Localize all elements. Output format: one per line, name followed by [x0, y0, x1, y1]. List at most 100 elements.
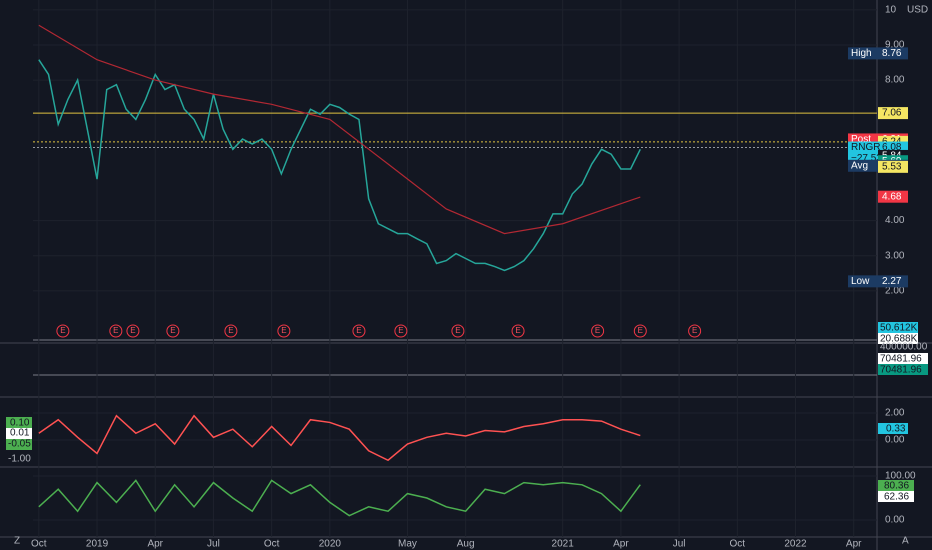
- price-name: Post: [851, 134, 871, 145]
- currency: USD: [907, 5, 928, 16]
- label-box: [878, 491, 914, 502]
- price-label: 4.68: [882, 191, 902, 202]
- y-tick-label: 2.00: [885, 408, 905, 419]
- earnings-marker: [394, 324, 408, 338]
- label-box: [878, 333, 918, 344]
- earnings-marker: [224, 324, 238, 338]
- label-box: [878, 353, 928, 364]
- earnings-marker: [166, 324, 180, 338]
- x-tick-label: Jul: [673, 539, 686, 550]
- earnings-marker: [277, 324, 291, 338]
- earnings-marker: [126, 324, 140, 338]
- earnings-label: E: [455, 326, 460, 335]
- y-tick-label: 0.00: [885, 515, 905, 526]
- x-tick-label: Aug: [457, 539, 475, 550]
- series-line: [38, 24, 641, 235]
- x-tick-label: May: [398, 539, 417, 550]
- price-change-box: [848, 152, 894, 164]
- y-tick-label: 8.00: [885, 75, 905, 86]
- x-tick-label: Apr: [147, 539, 163, 550]
- x-tick-label: 2020: [319, 539, 342, 550]
- earnings-marker: [56, 324, 70, 338]
- x-tick-label: 2021: [552, 539, 575, 550]
- earnings-label: E: [60, 326, 65, 335]
- label-box: [6, 428, 32, 439]
- price-name: Avg: [851, 160, 868, 171]
- label-box: [878, 480, 914, 491]
- price-label: 7.06: [882, 108, 902, 119]
- momentum-label: -1.00: [8, 454, 31, 465]
- price-change: −27.53%: [851, 153, 891, 164]
- price-label-box: [878, 190, 908, 203]
- earnings-label: E: [692, 326, 697, 335]
- corner-label: Z: [14, 536, 20, 547]
- earnings-label: E: [130, 326, 135, 335]
- flow-label: 70481.96: [880, 365, 922, 376]
- price-label: 6.08: [882, 142, 902, 153]
- label-box: [6, 417, 32, 428]
- flow-label: 70481.96: [880, 354, 922, 365]
- x-tick-label: 2022: [784, 539, 807, 550]
- price-name: Low: [851, 276, 870, 287]
- earnings-marker: [591, 324, 605, 338]
- y-tick-label: 100.00: [885, 471, 916, 482]
- volume-label: 50.612K: [880, 323, 918, 334]
- price-name: RNGR: [851, 142, 880, 153]
- volume-label: 20.688K: [880, 334, 918, 345]
- y-tick-label: 3.00: [885, 250, 905, 261]
- price-label: 8.76: [882, 48, 902, 59]
- earnings-label: E: [398, 326, 403, 335]
- price-label: 2.27: [882, 276, 902, 287]
- series-line: [38, 414, 641, 462]
- y-tick-label: 9.00: [885, 40, 905, 51]
- label-box: [878, 322, 918, 333]
- x-tick-label: Jul: [207, 539, 220, 550]
- earnings-label: E: [515, 326, 520, 335]
- earnings-label: E: [356, 326, 361, 335]
- price-label-box: [878, 275, 908, 288]
- earnings-marker: [688, 324, 702, 338]
- earnings-label: E: [281, 326, 286, 335]
- price-name-box: [848, 275, 878, 288]
- x-tick-label: Oct: [31, 539, 47, 550]
- stoch-label: 80.36: [884, 481, 909, 492]
- label-box: [6, 439, 32, 450]
- label-box: [878, 364, 928, 375]
- price-name-box: [848, 47, 878, 60]
- price-label-box: [878, 160, 908, 173]
- series-line: [38, 479, 641, 517]
- label-box: [878, 423, 908, 434]
- stoch-label: 62.36: [884, 492, 909, 503]
- price-label-box: [878, 107, 908, 120]
- momentum-label: 0.33: [886, 424, 906, 435]
- price-label: 5.53: [882, 161, 902, 172]
- y-tick-label: 10: [885, 4, 897, 15]
- price-name-box: [848, 159, 878, 172]
- price-label-box: [878, 47, 908, 60]
- earnings-label: E: [638, 326, 643, 335]
- earnings-marker: [451, 324, 465, 338]
- flow-label: 400000.00: [880, 342, 928, 353]
- earnings-marker: [109, 324, 123, 338]
- y-tick-label: 2.00: [885, 285, 905, 296]
- y-tick-label: 4.00: [885, 215, 905, 226]
- corner-label: A: [902, 536, 909, 547]
- earnings-marker: [511, 324, 525, 338]
- price-name-box: [848, 141, 878, 154]
- x-tick-label: 2019: [86, 539, 109, 550]
- x-tick-label: Oct: [264, 539, 280, 550]
- earnings-label: E: [170, 326, 175, 335]
- price-name: High: [851, 48, 872, 59]
- earnings-marker: [633, 324, 647, 338]
- earnings-label: E: [595, 326, 600, 335]
- momentum-label: 0.10: [10, 418, 30, 429]
- series-line: [38, 59, 641, 272]
- momentum-label: 0.01: [10, 428, 30, 439]
- earnings-marker: [352, 324, 366, 338]
- x-tick-label: Apr: [613, 539, 629, 550]
- earnings-label: E: [113, 326, 118, 335]
- x-tick-label: Oct: [730, 539, 746, 550]
- x-tick-label: Apr: [846, 539, 862, 550]
- momentum-label: -0.05: [8, 439, 31, 450]
